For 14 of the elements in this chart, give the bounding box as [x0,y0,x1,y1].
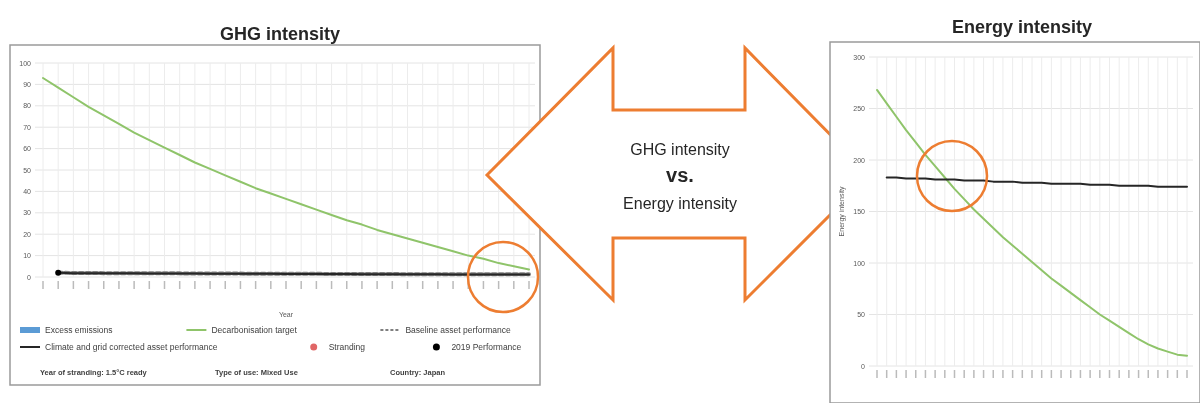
legend-label: Climate and grid corrected asset performance [45,342,218,352]
legend-label: Decarbonisation target [211,325,298,335]
chart-title: GHG intensity [219,24,341,44]
text: GHG intensity [630,141,730,158]
legend-label: Baseline asset performance [405,325,512,335]
line-series [876,88,1188,357]
legend-label: Excess emissions [45,325,113,335]
legend-label: 2019 Performance [451,342,522,352]
line-series [42,76,530,271]
line-series [885,176,1188,188]
text: vs. [666,164,694,186]
legend-label: Stranding [328,342,366,352]
text: Energy intensity [623,195,737,212]
chart-title: Energy intensity [951,17,1093,37]
